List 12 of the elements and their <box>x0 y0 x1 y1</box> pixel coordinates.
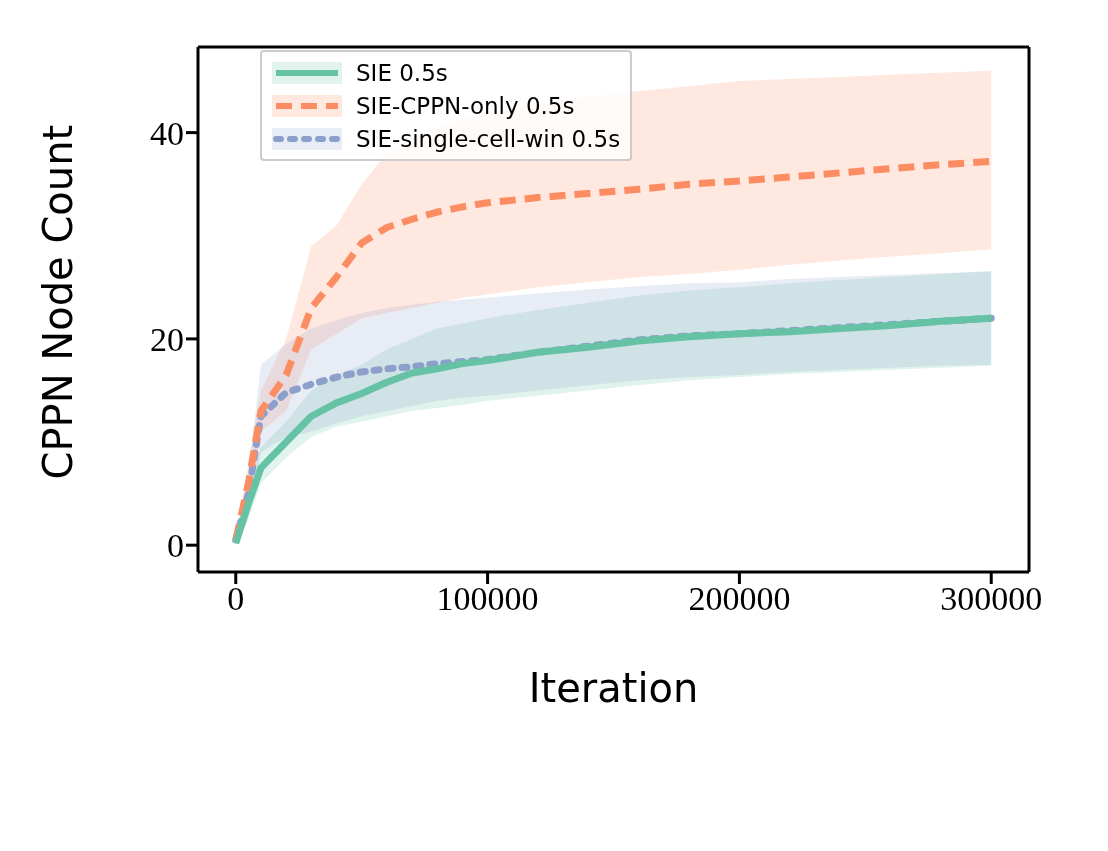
legend-label: SIE 0.5s <box>356 59 448 86</box>
x-axis-title: Iteration <box>528 665 699 711</box>
legend-label: SIE-CPPN-only 0.5s <box>356 92 575 119</box>
x-tick-label: 100000 <box>436 580 539 618</box>
legend-label: SIE-single-cell-win 0.5s <box>356 125 621 152</box>
y-tick-label: 0 <box>167 527 184 565</box>
x-tick-label: 300000 <box>940 580 1043 618</box>
x-tick-label: 200000 <box>688 580 791 618</box>
y-tick-label: 20 <box>150 320 184 358</box>
x-tick-label: 0 <box>227 580 245 618</box>
y-axis-title: CPPN Node Count <box>35 124 82 480</box>
y-tick-label: 40 <box>150 114 184 152</box>
